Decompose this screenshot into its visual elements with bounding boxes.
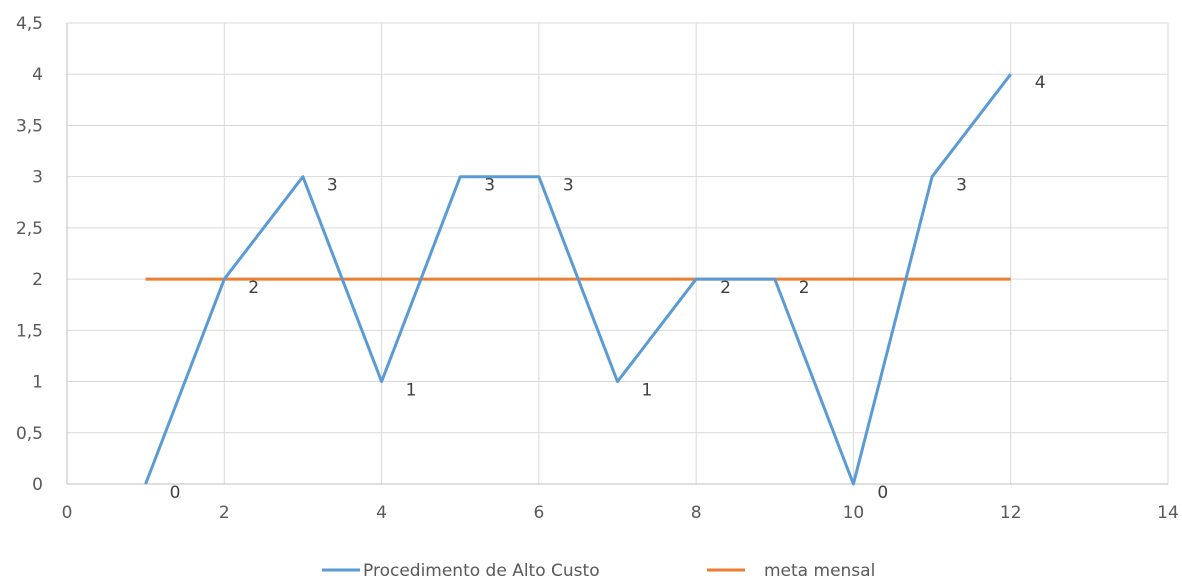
- legend-label-0: Procedimento de Alto Custo: [363, 561, 600, 581]
- data-labels: 0 2 3 1 3 3 1 2 2 0 3 4: [170, 73, 1046, 503]
- series-lines: [144, 73, 1012, 486]
- gridlines: [67, 22, 1169, 484]
- y-tick-label: 0,5: [16, 424, 43, 444]
- x-tick-label: 4: [376, 503, 387, 523]
- data-label: 1: [406, 381, 417, 401]
- x-tick-label: 8: [691, 503, 702, 523]
- data-label: 2: [799, 278, 810, 298]
- x-tick-label: 10: [843, 503, 865, 523]
- data-label: 3: [563, 176, 574, 196]
- data-label: 0: [170, 483, 181, 503]
- x-tick-label: 0: [62, 503, 73, 523]
- data-label: 2: [248, 278, 259, 298]
- x-tick-label: 14: [1157, 503, 1179, 523]
- data-label: 4: [1035, 73, 1046, 93]
- data-label: 1: [642, 381, 653, 401]
- x-tick-label: 12: [1000, 503, 1022, 523]
- y-tick-label: 1,5: [16, 321, 43, 341]
- data-label: 3: [484, 176, 495, 196]
- y-tick-label: 1: [32, 373, 43, 393]
- legend-label-1: meta mensal: [764, 561, 875, 581]
- y-tick-label: 3: [32, 168, 43, 188]
- data-label: 2: [720, 278, 731, 298]
- data-label: 3: [956, 176, 967, 196]
- legend: Procedimento de Alto Custo meta mensal: [322, 561, 875, 581]
- y-tick-label: 3,5: [16, 116, 43, 136]
- axes: 00,511,522,533,544,50 2 4 6 8 10 12 14: [16, 14, 1179, 523]
- x-tick-label: 2: [219, 503, 230, 523]
- y-tick-label: 2,5: [16, 219, 43, 239]
- y-tick-label: 2: [32, 270, 43, 290]
- data-label: 0: [877, 483, 888, 503]
- y-tick-label: 0: [32, 475, 43, 495]
- y-tick-label: 4,5: [16, 14, 43, 34]
- data-label: 3: [327, 176, 338, 196]
- x-tick-label: 6: [533, 503, 544, 523]
- series-line-0: [144, 73, 1012, 486]
- y-tick-label: 4: [32, 65, 43, 85]
